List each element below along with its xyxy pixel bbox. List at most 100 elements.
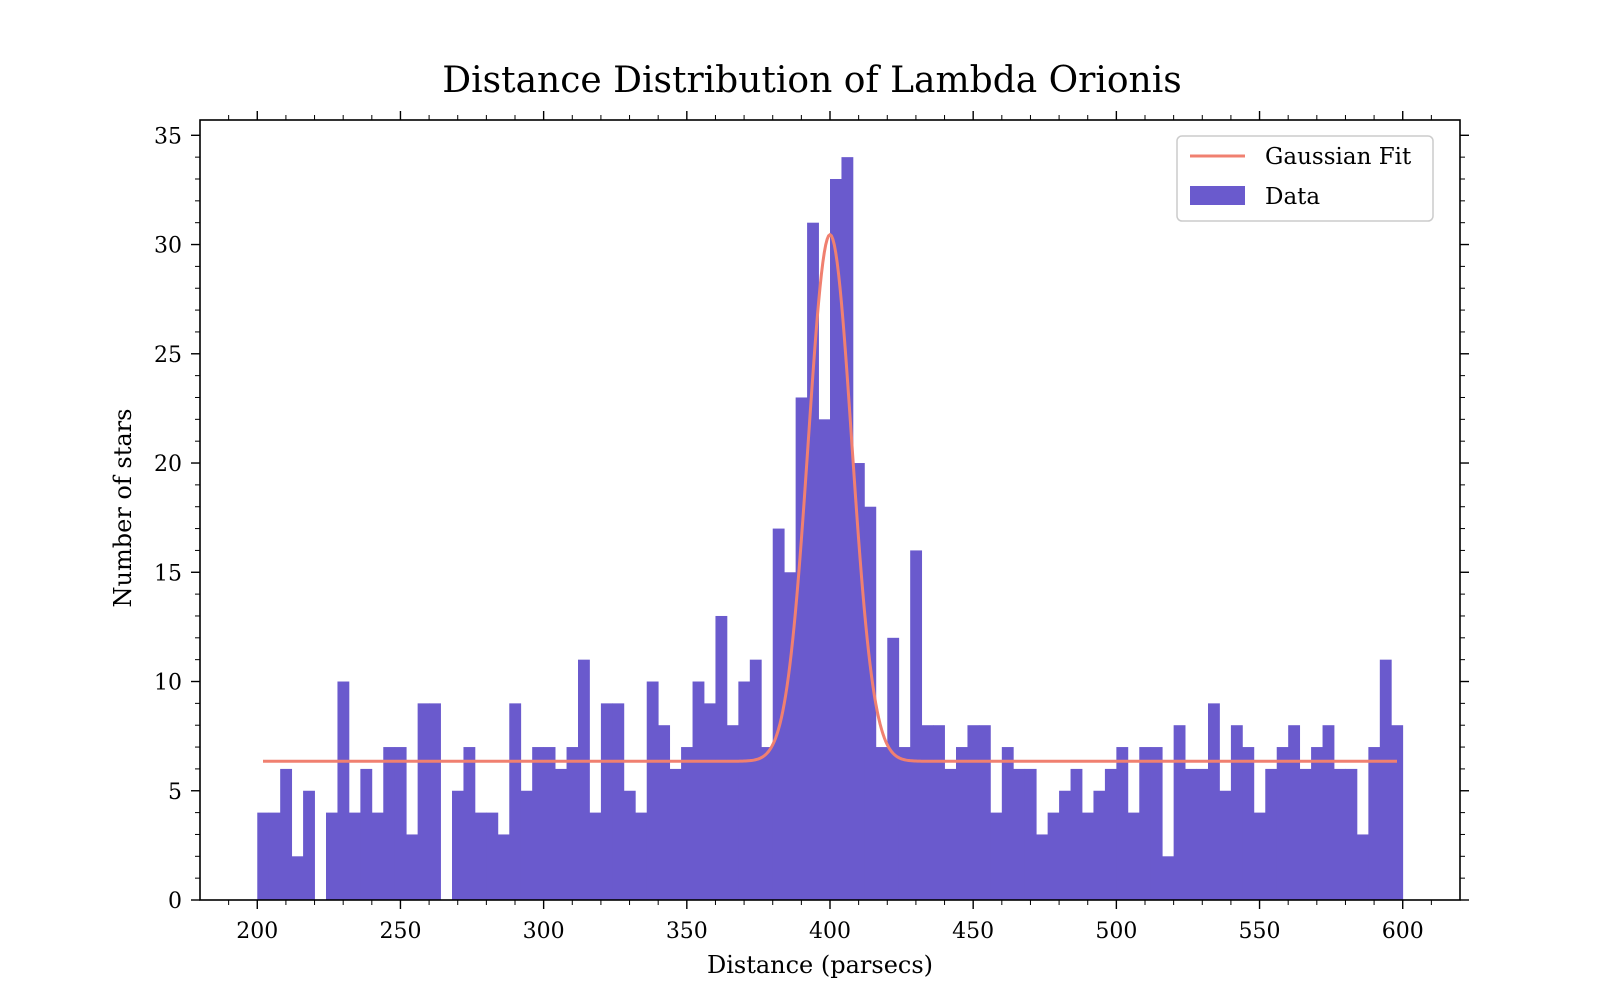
histogram-bar [326, 812, 338, 900]
histogram-bar [910, 550, 923, 900]
histogram-bar [1036, 834, 1049, 900]
legend: Gaussian Fit Data [1176, 135, 1434, 222]
histogram-bar [578, 659, 590, 900]
histogram-bar [452, 790, 464, 900]
y-tick-label: 30 [154, 234, 182, 259]
histogram-bar [612, 703, 625, 900]
x-axis-label: Distance (parsecs) [707, 951, 933, 979]
histogram-bar [761, 747, 774, 900]
histogram-bar [1379, 659, 1392, 900]
histogram-bar [715, 615, 728, 900]
histogram-bar [1116, 747, 1129, 900]
histogram-bar [1368, 747, 1381, 900]
histogram-bar [1104, 768, 1117, 900]
histogram-bar [1276, 747, 1289, 900]
histogram-bar [1013, 768, 1026, 900]
x-tick-label: 200 [236, 919, 278, 944]
y-tick-label: 35 [154, 124, 182, 149]
histogram-bar [1288, 725, 1301, 900]
histogram-bar [1150, 747, 1163, 900]
histogram-bar [1173, 725, 1186, 900]
histogram-bar [749, 659, 762, 900]
x-tick-label: 300 [523, 919, 565, 944]
histogram-bar [1311, 747, 1323, 900]
histogram-bar [497, 834, 510, 900]
histogram-bar [623, 790, 636, 900]
histogram-bar [486, 812, 499, 900]
histogram-bar [1047, 812, 1060, 900]
histogram-bar [990, 812, 1003, 900]
histogram-bar [1070, 768, 1083, 900]
histogram-bar [944, 768, 957, 900]
histogram-bar [658, 725, 671, 900]
y-axis-label: Number of stars [109, 409, 137, 608]
histogram-bar [1391, 725, 1404, 900]
histogram-bar [967, 725, 980, 900]
histogram-bar [1265, 768, 1278, 900]
histogram-bar [726, 725, 739, 900]
histogram-bar [841, 157, 854, 901]
histogram-bar [772, 528, 785, 900]
histogram-bar [555, 768, 567, 900]
histogram-bar [807, 222, 819, 900]
histogram-bar [1059, 790, 1071, 900]
histogram-bar [784, 572, 797, 900]
y-tick-label: 15 [154, 561, 182, 586]
histogram-bar [933, 725, 945, 900]
histogram-bar [956, 747, 968, 900]
histogram-bar [360, 768, 373, 900]
histogram-bar [337, 681, 350, 900]
histogram-bars [257, 157, 1404, 901]
histogram-bar [257, 812, 270, 900]
chart-title: Distance Distribution of Lambda Orionis [442, 60, 1181, 101]
histogram-bar [1208, 703, 1220, 900]
x-tick-label: 500 [1095, 919, 1137, 944]
histogram-bar [830, 178, 842, 901]
histogram-bar [887, 637, 900, 900]
histogram-bar [509, 703, 522, 900]
y-tick-label: 5 [168, 780, 182, 805]
x-tick-label: 550 [1239, 919, 1281, 944]
histogram-bar [268, 812, 281, 900]
histogram-bar [600, 703, 613, 900]
histogram-bar [1299, 768, 1312, 900]
histogram-bar [704, 703, 716, 900]
histogram-bar [1024, 768, 1037, 900]
histogram-bar [1322, 725, 1335, 900]
y-tick-label: 25 [154, 343, 182, 368]
histogram-bar [280, 768, 293, 900]
histogram-bar [818, 419, 831, 900]
histogram-bar [875, 747, 888, 900]
histogram-bar [532, 747, 545, 900]
x-tick-label: 450 [952, 919, 994, 944]
histogram-bar [1162, 856, 1175, 900]
histogram-bar [1334, 768, 1346, 900]
legend-data-label: Data [1265, 184, 1320, 210]
histogram-bar [543, 747, 556, 900]
y-tick-label: 20 [154, 452, 182, 477]
histogram-bar [348, 812, 361, 900]
histogram-bar [383, 747, 396, 900]
x-tick-label: 350 [666, 919, 708, 944]
histogram-bar [1127, 812, 1140, 900]
histogram-bar [646, 681, 659, 900]
histogram-bar [589, 812, 602, 900]
x-tick-label: 250 [379, 919, 421, 944]
histogram-bar [1185, 768, 1197, 900]
histogram-bar [474, 812, 487, 900]
histogram-bar [1219, 790, 1232, 900]
histogram-bar [669, 768, 682, 900]
histogram-bar [429, 703, 441, 900]
legend-fit-label: Gaussian Fit [1265, 144, 1412, 170]
histogram-bar [1230, 725, 1243, 900]
histogram-bar [864, 506, 877, 900]
histogram-bar [406, 834, 419, 900]
histogram-bar [692, 681, 705, 900]
histogram-bar [681, 747, 693, 900]
histogram-bar [394, 747, 407, 900]
histogram-bar [1242, 747, 1255, 900]
histogram-bar [1093, 790, 1106, 900]
histogram-bar [371, 812, 384, 900]
histogram-bar [1356, 834, 1369, 900]
